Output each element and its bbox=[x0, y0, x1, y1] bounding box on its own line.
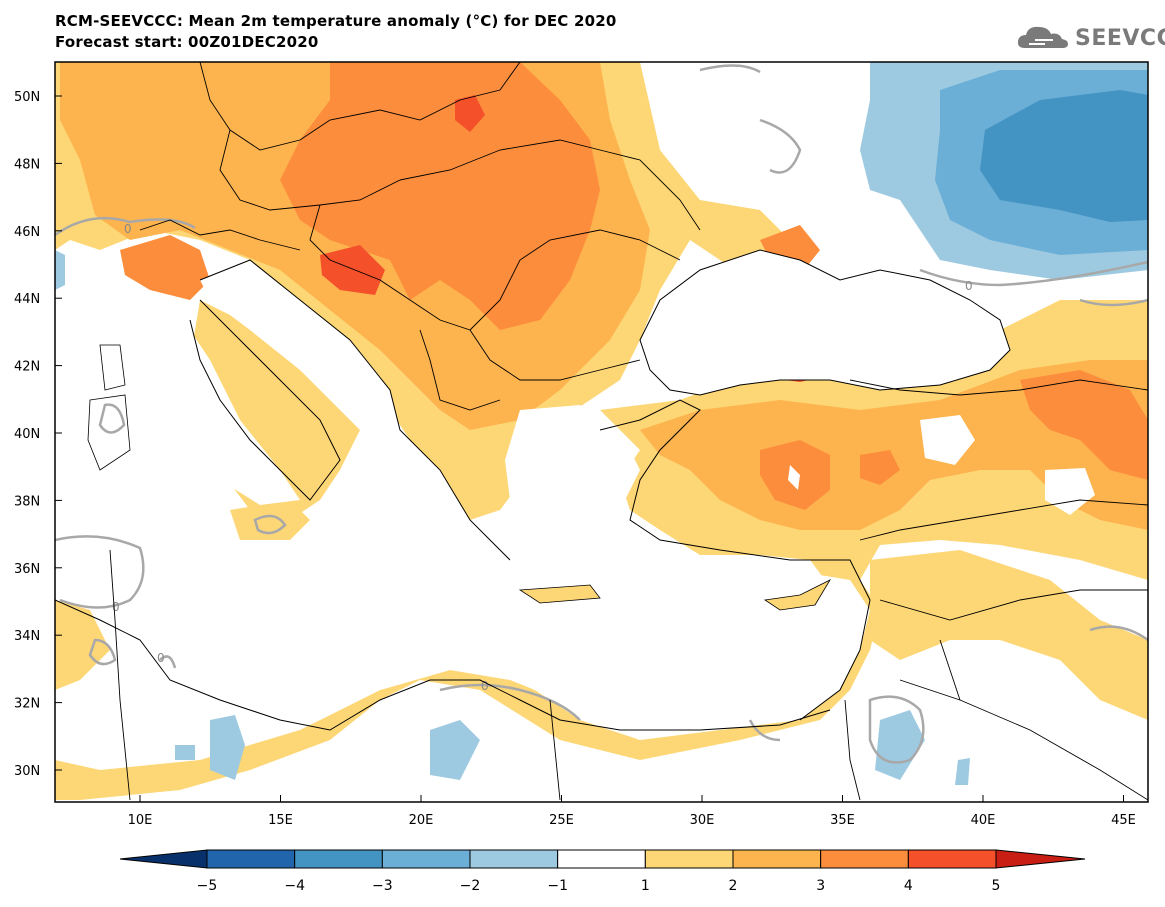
colorbar-extend-high bbox=[995, 849, 1086, 869]
lon-tick-label: 40E bbox=[971, 813, 996, 828]
anomaly-region-levant bbox=[870, 550, 1148, 720]
lat-tick-label: 40N bbox=[14, 427, 40, 442]
lat-tick-label: 36N bbox=[14, 562, 40, 577]
adriatic-sea bbox=[200, 260, 400, 440]
cold-pocket-libya-1 bbox=[210, 715, 245, 780]
lon-tick-label: 20E bbox=[409, 813, 434, 828]
mediterranean-sea bbox=[160, 480, 870, 740]
temperature-anomaly-map: 0 0 0 0 0 bbox=[14, 61, 1149, 828]
lon-tick-label: 25E bbox=[549, 813, 574, 828]
lon-tick-label: 10E bbox=[128, 813, 153, 828]
longitude-axis: 10E 15E 20E 25E 30E 35E 40E 45E bbox=[128, 795, 1136, 828]
lon-tick-label: 35E bbox=[830, 813, 855, 828]
colorbar-extend-low bbox=[119, 849, 208, 869]
near-zero-pocket-1 bbox=[920, 415, 975, 465]
colorbar-cell bbox=[294, 849, 383, 869]
anomaly-region-russia-minus3to4 bbox=[980, 90, 1148, 222]
near-zero-pocket-2 bbox=[1045, 468, 1095, 515]
crete-island bbox=[518, 584, 601, 604]
colorbar-cell bbox=[732, 849, 822, 869]
logo-text: SEEVCCC bbox=[1075, 26, 1165, 51]
anomaly-region-turkey-2to3 bbox=[640, 360, 1148, 530]
lat-tick-label: 50N bbox=[14, 90, 40, 105]
colorbar-tick-label: −3 bbox=[372, 878, 393, 894]
lon-tick-label: 45E bbox=[1111, 813, 1136, 828]
colorbar-tick-label: 4 bbox=[904, 878, 913, 894]
anomaly-region-caucasus-3to4 bbox=[1020, 370, 1148, 480]
anomaly-region-north-africa bbox=[55, 600, 110, 690]
latitude-axis: 50N 48N 46N 44N 42N 40N 38N 36N 34N 32N 30N bbox=[14, 90, 62, 779]
contour-label: 0 bbox=[157, 651, 165, 665]
seevccc-logo: SEEVCCC bbox=[1015, 20, 1165, 56]
anomaly-region-turkey-3to4-b bbox=[860, 450, 900, 485]
colorbar-tick-label: −5 bbox=[197, 878, 218, 894]
anomaly-region-europe-4to5-b bbox=[455, 95, 485, 132]
colorbar-cell bbox=[469, 849, 559, 869]
cyprus-island bbox=[763, 579, 832, 611]
lat-tick-label: 42N bbox=[14, 360, 40, 375]
anomaly-region-europe-4to5 bbox=[320, 245, 385, 295]
coastlines bbox=[55, 249, 1011, 731]
colorbar-tick-label: −2 bbox=[460, 878, 481, 894]
contour-label: 0 bbox=[112, 600, 120, 614]
anomaly-region-europe-3to4 bbox=[280, 62, 600, 330]
lat-tick-label: 44N bbox=[14, 292, 40, 307]
colorbar-tick-label: −4 bbox=[284, 878, 305, 894]
colorbar-tick-label: 5 bbox=[992, 878, 1001, 894]
map-frame bbox=[54, 61, 1149, 803]
colorbar-cell bbox=[907, 849, 997, 869]
near-zero-pocket-3 bbox=[788, 465, 800, 490]
contour-label: 0 bbox=[481, 679, 489, 693]
anomaly-region-sicily bbox=[230, 500, 310, 540]
corsica-island bbox=[99, 344, 126, 391]
zero-contour-labels: 0 0 0 0 0 bbox=[112, 222, 973, 693]
lat-tick-label: 46N bbox=[14, 225, 40, 240]
colorbar-tick-label: 2 bbox=[729, 878, 738, 894]
cold-pocket-libya-3 bbox=[175, 745, 195, 760]
lon-tick-label: 30E bbox=[690, 813, 715, 828]
colorbar-cell bbox=[557, 849, 646, 869]
cold-pocket-jordan bbox=[875, 710, 925, 780]
lat-tick-label: 38N bbox=[14, 494, 40, 509]
colorbar-tick-label: 1 bbox=[641, 878, 650, 894]
cold-pocket-libya-2 bbox=[430, 720, 480, 780]
chart-title: RCM-SEEVCCC: Mean 2m temperature anomaly… bbox=[55, 12, 617, 30]
country-borders bbox=[109, 62, 1148, 801]
contour-label: 0 bbox=[124, 222, 132, 236]
zero-contour-lines bbox=[55, 64, 1148, 764]
cloud-icon bbox=[1017, 26, 1068, 48]
anomaly-region-europe-3to4-b bbox=[120, 235, 210, 300]
lat-tick-label: 32N bbox=[14, 697, 40, 712]
tyrrhenian-sea bbox=[130, 330, 300, 505]
colorbar-tick-label: −1 bbox=[547, 878, 568, 894]
colorbar-cell bbox=[820, 849, 909, 869]
aegean-sea bbox=[505, 405, 640, 560]
colorbar-cell bbox=[644, 849, 734, 869]
colorbar-tick-label: 3 bbox=[816, 878, 825, 894]
cold-pocket-iraq bbox=[955, 758, 970, 785]
contour-label: 0 bbox=[965, 279, 973, 293]
lat-tick-label: 48N bbox=[14, 157, 40, 172]
lat-tick-label: 34N bbox=[14, 629, 40, 644]
lat-tick-label: 30N bbox=[14, 764, 40, 779]
black-sea bbox=[640, 250, 1010, 395]
lon-tick-label: 15E bbox=[268, 813, 293, 828]
forecast-start-label: Forecast start: 00Z01DEC2020 bbox=[55, 33, 319, 51]
cold-pocket-tunisia bbox=[55, 250, 65, 290]
colorbar-cell bbox=[206, 849, 296, 869]
colorbar-cell bbox=[381, 849, 471, 869]
